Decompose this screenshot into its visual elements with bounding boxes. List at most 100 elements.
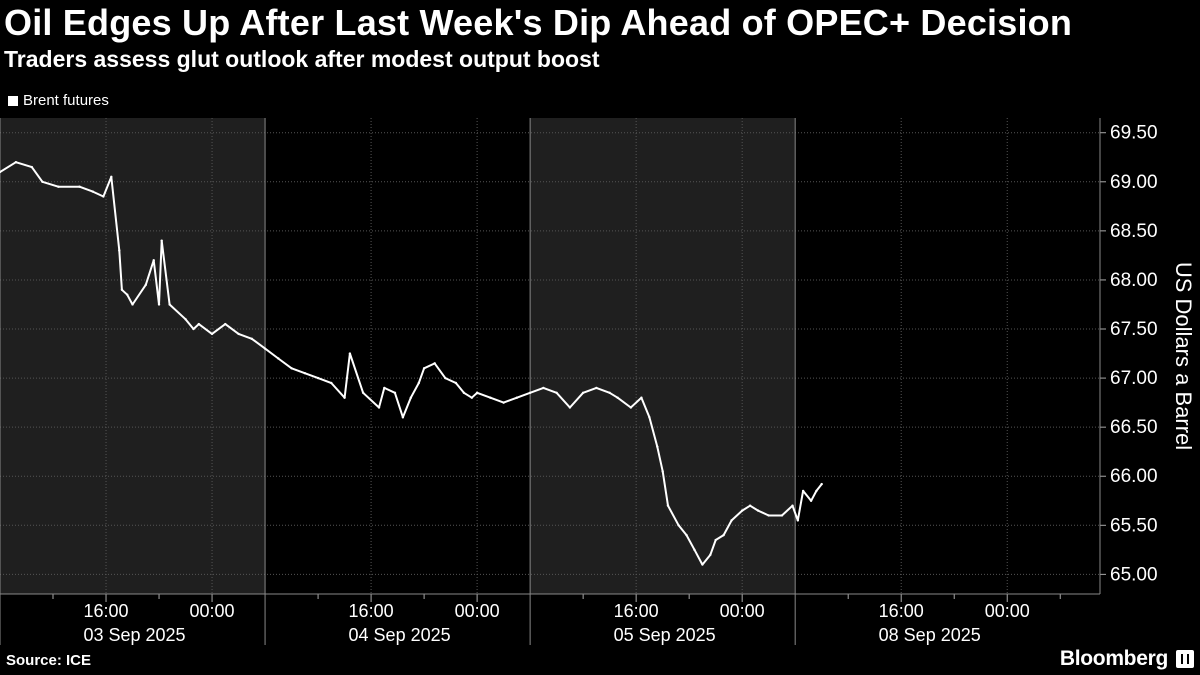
data-point: [595, 386, 598, 390]
data-point: [316, 376, 320, 380]
data-point: [0, 170, 2, 174]
data-point: [791, 504, 794, 507]
legend-label: Brent futures: [23, 92, 109, 109]
data-point: [608, 391, 611, 395]
data-point: [693, 548, 696, 552]
data-point: [237, 332, 240, 336]
x-tick-label: 16:00: [614, 601, 659, 621]
data-point: [41, 180, 44, 183]
data-point: [581, 391, 585, 395]
data-point: [126, 293, 129, 296]
y-tick-label: 66.00: [1110, 466, 1158, 487]
shaded-day-band: [0, 118, 266, 594]
y-tick-label: 65.50: [1110, 515, 1158, 536]
data-point: [210, 332, 214, 336]
data-point: [224, 322, 227, 326]
x-tick-label: 00:00: [720, 601, 765, 621]
y-tick-label: 67.50: [1110, 319, 1158, 340]
legend: Brent futures: [8, 92, 109, 109]
data-point: [444, 376, 447, 380]
data-point: [401, 416, 405, 419]
y-tick-label: 66.50: [1110, 417, 1158, 438]
shaded-day-band: [530, 118, 796, 594]
x-date-label: 03 Sep 2025: [83, 625, 185, 645]
x-tick-label: 16:00: [349, 601, 394, 621]
source-note: Source: ICE: [6, 652, 92, 669]
x-tick-label: 00:00: [190, 601, 235, 621]
data-point: [714, 538, 717, 542]
data-point: [748, 504, 752, 507]
y-tick-label: 68.50: [1110, 221, 1158, 242]
chart-title: Oil Edges Up After Last Week's Dip Ahead…: [4, 2, 1073, 43]
data-point: [767, 514, 770, 517]
data-point: [343, 396, 346, 399]
data-point: [348, 352, 352, 355]
data-point: [820, 482, 823, 486]
data-point: [462, 391, 466, 395]
y-tick-label: 69.00: [1110, 172, 1158, 193]
data-point: [815, 489, 818, 493]
data-point: [57, 185, 60, 188]
data-point: [393, 391, 397, 395]
x-tick-label: 16:00: [84, 601, 129, 621]
data-point: [131, 303, 134, 306]
data-point: [263, 347, 267, 350]
data-point: [756, 509, 760, 512]
data-point: [730, 519, 733, 522]
data-point: [796, 519, 800, 522]
data-point: [192, 327, 195, 331]
data-point: [722, 533, 725, 537]
data-point: [740, 509, 744, 512]
x-date-label: 08 Sep 2025: [879, 625, 981, 645]
data-point: [780, 514, 784, 517]
x-date-label: 04 Sep 2025: [349, 625, 451, 645]
data-point: [303, 371, 307, 375]
data-point: [78, 185, 81, 188]
data-point: [330, 381, 333, 385]
data-point: [528, 391, 532, 395]
data-point: [801, 489, 805, 493]
data-point: [648, 416, 651, 419]
data-point: [277, 357, 280, 360]
x-tick-label: 00:00: [985, 601, 1030, 621]
data-point: [184, 317, 187, 321]
data-point: [422, 367, 426, 370]
data-point: [640, 396, 643, 399]
data-point: [102, 195, 105, 198]
data-point: [666, 504, 670, 507]
data-point: [152, 259, 155, 262]
data-point: [417, 381, 420, 385]
data-point: [383, 386, 386, 390]
legend-swatch: [8, 95, 18, 106]
data-point: [157, 303, 161, 306]
y-tick-label: 68.00: [1110, 270, 1158, 291]
y-tick-label: 69.50: [1110, 123, 1158, 144]
data-point: [144, 283, 147, 287]
y-tick-label: 67.00: [1110, 368, 1158, 389]
data-point: [502, 401, 505, 404]
data-point: [661, 470, 664, 473]
data-point: [489, 396, 492, 399]
data-point: [250, 337, 254, 341]
data-point: [433, 362, 436, 365]
data-point: [709, 553, 712, 556]
data-point: [568, 406, 572, 409]
data-point: [30, 165, 34, 169]
bloomberg-terminal-icon: [1176, 650, 1194, 668]
data-point: [14, 160, 18, 164]
brand-logo: Bloomberg: [1059, 647, 1168, 670]
data-point: [475, 391, 479, 395]
x-tick-label: 00:00: [455, 601, 500, 621]
data-point: [120, 288, 124, 291]
data-point: [677, 524, 680, 527]
data-point: [409, 396, 413, 399]
data-point: [168, 303, 171, 306]
data-point: [197, 322, 200, 326]
data-point: [454, 381, 458, 385]
data-point: [656, 445, 659, 448]
data-point: [542, 386, 545, 390]
data-point: [629, 406, 633, 409]
data-point: [701, 563, 704, 566]
data-point: [290, 367, 293, 370]
